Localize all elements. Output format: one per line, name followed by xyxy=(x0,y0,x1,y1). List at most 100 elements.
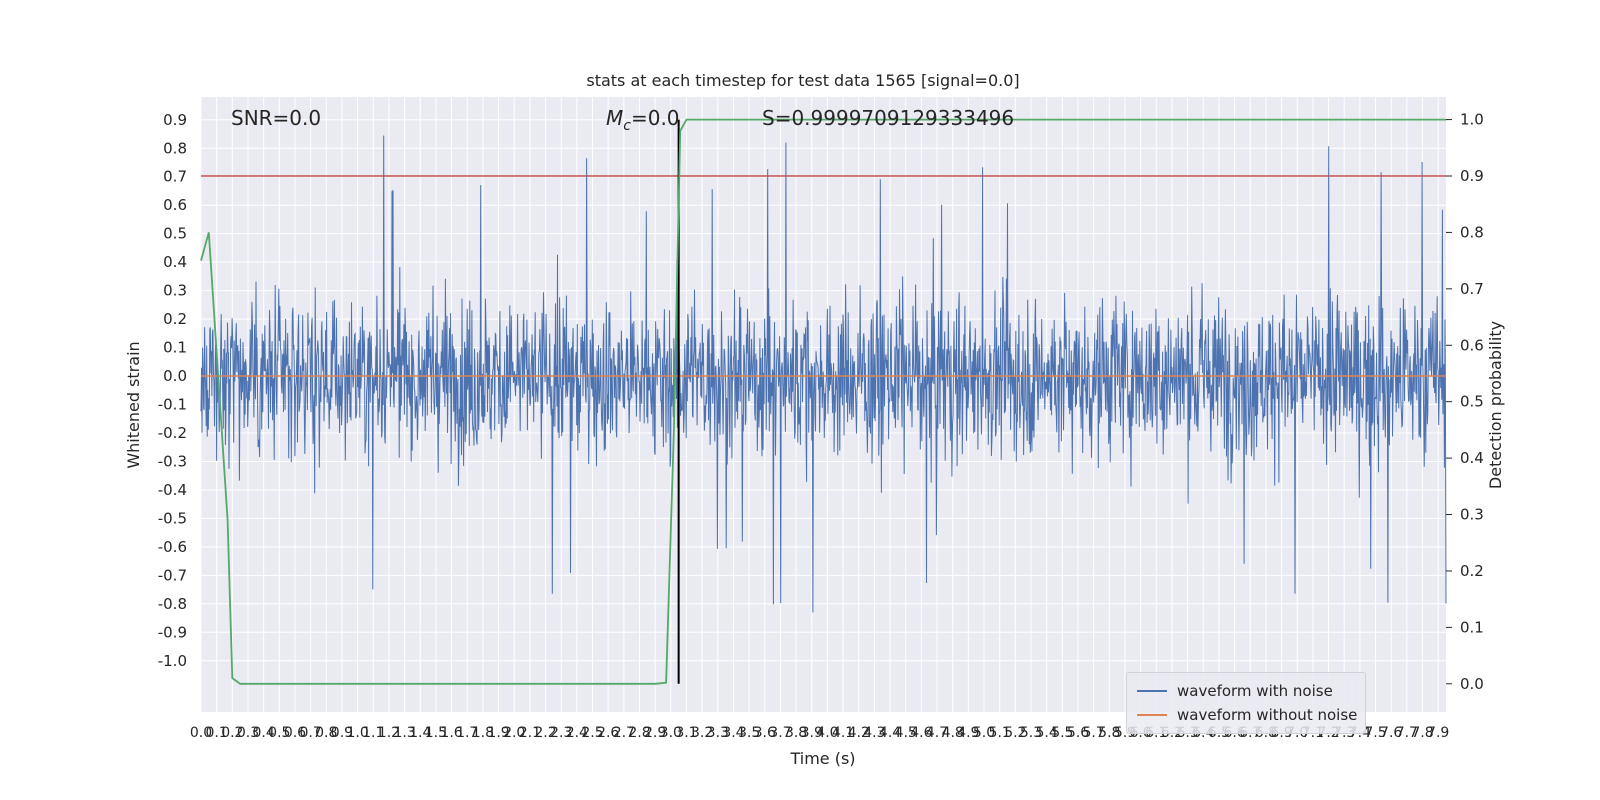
x-tick-label: 1.2 xyxy=(378,725,400,741)
y-tick-label: 0.2 xyxy=(163,310,187,328)
x-tick-label: 0.6 xyxy=(284,725,306,741)
legend-item-with-noise: waveform with noise xyxy=(1137,681,1333,701)
x-tick-label: 5.1 xyxy=(989,725,1011,741)
y-tick-label: -1.0 xyxy=(158,652,187,670)
x-tick-label: 7.5 xyxy=(1364,725,1386,741)
y-tick-label: 0.6 xyxy=(163,196,187,214)
x-tick-label: 4.4 xyxy=(879,725,901,741)
overlay-lines xyxy=(200,118,1446,685)
x-tick-label: 1.1 xyxy=(362,725,384,741)
y2-tick-label: 0.0 xyxy=(1460,675,1484,693)
y-tick-label: 0.8 xyxy=(163,139,187,157)
y2-tick-label: 0.2 xyxy=(1460,562,1484,580)
y-tick-label: 0.0 xyxy=(163,367,187,385)
legend: waveform with noise waveform without noi… xyxy=(1126,672,1366,734)
y-tick-label: 0.7 xyxy=(163,168,187,186)
x-tick-label: 5.5 xyxy=(1051,725,1073,741)
x-tick-label: 0.3 xyxy=(237,725,259,741)
x-tick-label: 3.2 xyxy=(691,725,713,741)
y-tick-label: -0.3 xyxy=(158,452,187,470)
x-tick-label: 3.9 xyxy=(801,725,823,741)
legend-swatch-without-noise xyxy=(1137,714,1167,716)
waveform-with-noise-line xyxy=(200,135,1447,613)
x-tick-label: 7.6 xyxy=(1380,725,1402,741)
x-tick-label: 1.8 xyxy=(472,725,494,741)
chart-title: stats at each timestep for test data 156… xyxy=(586,71,1019,90)
y-tick-label: 0.1 xyxy=(163,339,187,357)
x-tick-label: 0.4 xyxy=(253,725,275,741)
y-tick-label: 0.5 xyxy=(163,225,187,243)
x-tick-label: 7.7 xyxy=(1396,725,1418,741)
y-tick-label: -0.1 xyxy=(158,396,187,414)
x-tick-label: 0.1 xyxy=(206,725,228,741)
score-annotation: S=0.9999709129333496 xyxy=(762,106,1014,130)
y-tick-label: -0.5 xyxy=(158,509,187,527)
y-tick-label: -0.2 xyxy=(158,424,187,442)
x-tick-label: 2.3 xyxy=(550,725,572,741)
chirp-mass-annotation: Mc=0.0 xyxy=(606,106,680,134)
y2-tick-label: 0.6 xyxy=(1460,336,1484,354)
x-tick-label: 3.1 xyxy=(675,725,697,741)
x-tick-label: 5.8 xyxy=(1098,725,1120,741)
x-tick-label: 2.0 xyxy=(503,725,525,741)
x-tick-label: 1.0 xyxy=(346,725,368,741)
x-tick-label: 3.7 xyxy=(769,725,791,741)
x-tick-label: 2.5 xyxy=(581,725,603,741)
x-tick-label: 1.3 xyxy=(393,725,415,741)
x-tick-label: 4.6 xyxy=(910,725,932,741)
y2-tick-label: 1.0 xyxy=(1460,111,1484,129)
x-tick-label: 2.9 xyxy=(644,725,666,741)
y2-tick-label: 0.4 xyxy=(1460,449,1484,467)
x-tick-label: 2.4 xyxy=(566,725,588,741)
x-tick-label: 3.5 xyxy=(738,725,760,741)
x-tick-label: 4.2 xyxy=(848,725,870,741)
y-tick-label: 0.4 xyxy=(163,253,187,271)
x-tick-label: 0.5 xyxy=(268,725,290,741)
x-tick-label: 0.8 xyxy=(315,725,337,741)
y2-tick-label: 0.1 xyxy=(1460,618,1484,636)
x-tick-label: 2.1 xyxy=(519,725,541,741)
y-tick-label: -0.4 xyxy=(158,481,187,499)
x-tick-label: 1.5 xyxy=(425,725,447,741)
detection-probability-line xyxy=(200,118,1446,685)
x-tick-label: 5.7 xyxy=(1083,725,1105,741)
y2-tick-label: 0.7 xyxy=(1460,280,1484,298)
legend-label-with-noise: waveform with noise xyxy=(1177,682,1333,700)
x-tick-label: 1.6 xyxy=(440,725,462,741)
x-tick-label: 0.9 xyxy=(331,725,353,741)
y2-tick-label: 0.9 xyxy=(1460,167,1484,185)
x-tick-label: 5.6 xyxy=(1067,725,1089,741)
snr-annotation: SNR=0.0 xyxy=(231,106,321,130)
y-tick-label: 0.3 xyxy=(163,282,187,300)
x-tick-label: 2.6 xyxy=(597,725,619,741)
x-axis-label: Time (s) xyxy=(789,749,855,768)
x-tick-label: 2.2 xyxy=(534,725,556,741)
x-tick-label: 4.1 xyxy=(832,725,854,741)
x-tick-label: 5.0 xyxy=(973,725,995,741)
y-tick-label: -0.7 xyxy=(158,566,187,584)
x-tick-label: 3.6 xyxy=(754,725,776,741)
y2-tick-label: 0.5 xyxy=(1460,393,1484,411)
x-tick-label: 3.8 xyxy=(785,725,807,741)
x-tick-label: 4.3 xyxy=(863,725,885,741)
x-tick-label: 3.0 xyxy=(660,725,682,741)
x-tick-label: 5.2 xyxy=(1004,725,1026,741)
x-tick-label: 5.4 xyxy=(1036,725,1058,741)
y2-axis-label: Detection probability xyxy=(1486,321,1505,489)
legend-label-without-noise: waveform without noise xyxy=(1177,706,1358,724)
x-tick-label: 1.9 xyxy=(487,725,509,741)
y-tick-label: -0.9 xyxy=(158,623,187,641)
x-tick-label: 0.2 xyxy=(221,725,243,741)
x-tick-label: 2.7 xyxy=(613,725,635,741)
x-tick-label: 4.9 xyxy=(957,725,979,741)
x-tick-label: 7.9 xyxy=(1427,725,1449,741)
y-tick-label: -0.6 xyxy=(158,538,187,556)
x-tick-label: 0.7 xyxy=(299,725,321,741)
chirp-mass-subscript: c xyxy=(623,118,631,134)
chirp-mass-symbol: M xyxy=(606,106,623,130)
x-tick-label: 4.0 xyxy=(816,725,838,741)
x-tick-label: 1.4 xyxy=(409,725,431,741)
y2-tick-label: 0.8 xyxy=(1460,223,1484,241)
waveform-with-noise-series xyxy=(200,135,1447,613)
